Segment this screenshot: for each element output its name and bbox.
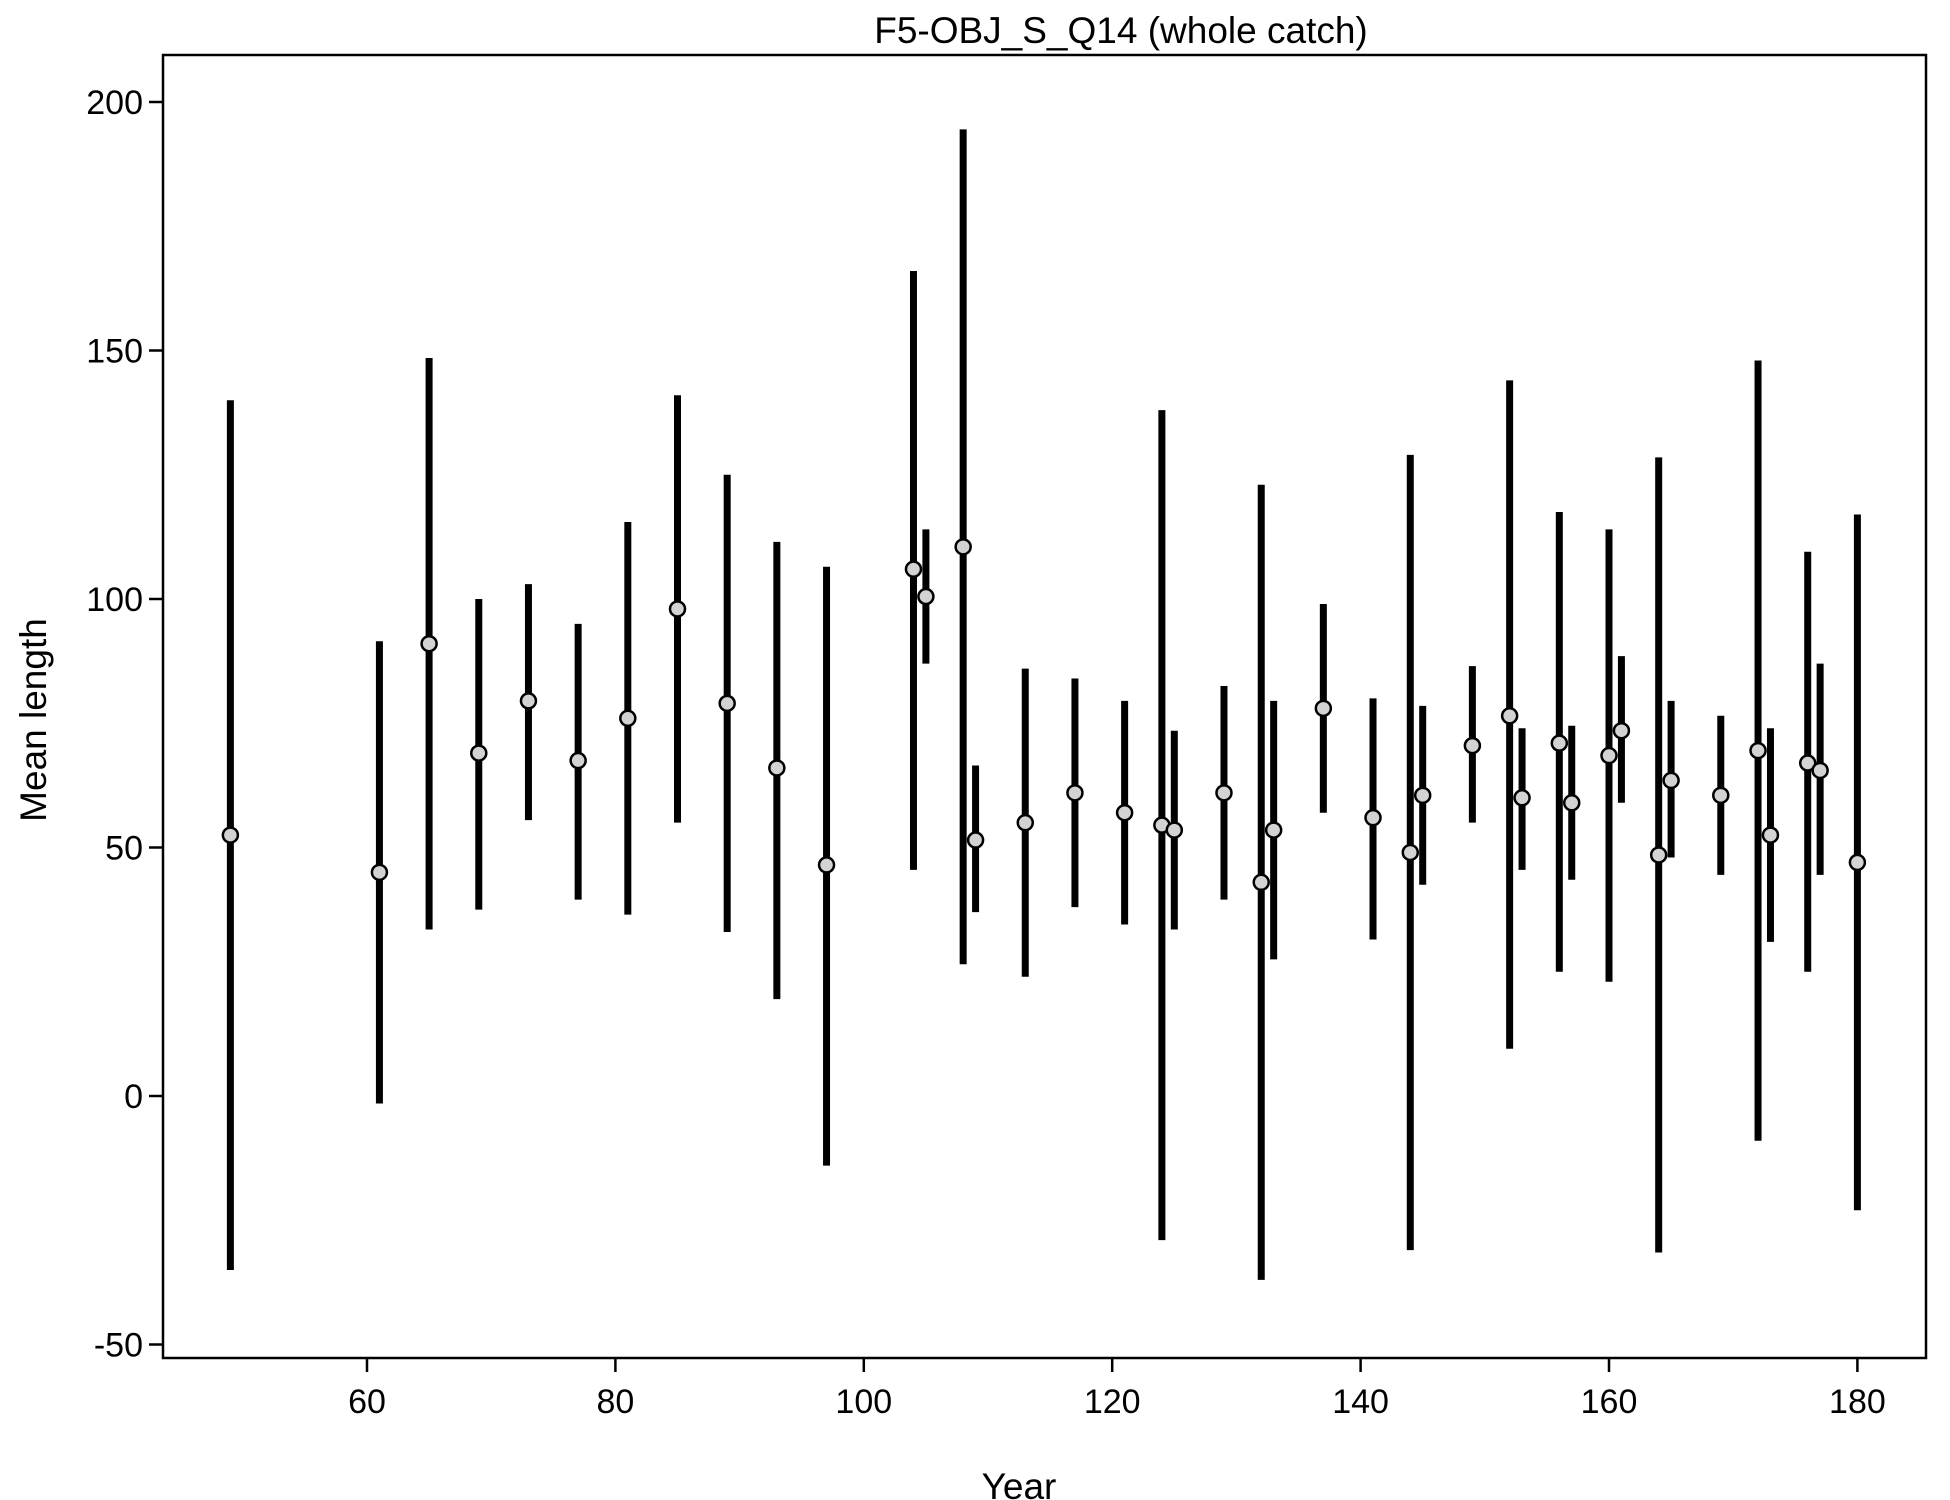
data-point <box>1463 736 1482 755</box>
data-point <box>1314 699 1333 718</box>
data-point <box>1413 786 1432 805</box>
x-axis-title: Year <box>982 1466 1057 1500</box>
data-point <box>1500 707 1519 725</box>
x-axis: 60 80 100 120 140 160 180 <box>348 1358 1886 1421</box>
data-point <box>1550 734 1569 752</box>
data-point <box>817 856 836 874</box>
data-point <box>519 692 538 710</box>
data-point <box>420 634 438 653</box>
data-point <box>1811 761 1829 780</box>
data-point <box>1115 803 1134 822</box>
plot-area-frame <box>161 53 1928 1360</box>
data-point <box>1662 771 1680 790</box>
data-point <box>1264 821 1283 839</box>
data-point <box>221 826 240 844</box>
y-tick-label: 100 <box>86 581 143 619</box>
data-point <box>1712 786 1730 805</box>
data-point <box>1600 746 1618 765</box>
data-point <box>1798 754 1817 772</box>
data-point <box>1749 741 1767 760</box>
x-tick-label: 60 <box>348 1383 386 1421</box>
y-tick-label: -50 <box>94 1327 143 1365</box>
x-tick-label: 140 <box>1332 1383 1389 1421</box>
data-point <box>1165 821 1184 839</box>
data-point <box>1848 853 1867 872</box>
data-point <box>370 863 389 882</box>
data-point <box>954 538 972 556</box>
x-tick-label: 120 <box>1084 1383 1141 1421</box>
y-tick-label: 200 <box>86 84 143 122</box>
y-tick-label: 150 <box>86 333 143 371</box>
y-axis: -50 0 50 100 150 200 <box>86 84 163 1365</box>
data-point <box>1649 846 1668 864</box>
data-point <box>619 709 637 728</box>
data-point <box>470 744 488 762</box>
x-tick-label: 180 <box>1829 1383 1886 1421</box>
y-tick-label: 50 <box>105 830 143 868</box>
y-tick-label: 0 <box>124 1078 143 1116</box>
data-point <box>569 751 587 770</box>
data-point <box>718 694 736 713</box>
y-axis-title: Mean length <box>13 618 54 822</box>
data-point <box>1016 813 1035 832</box>
data-point <box>1761 826 1780 844</box>
data-point <box>904 560 923 578</box>
x-tick-label: 100 <box>835 1383 892 1421</box>
data-point <box>768 759 786 777</box>
x-tick-label: 160 <box>1581 1383 1638 1421</box>
error-bars <box>226 129 1861 1280</box>
data-point <box>966 831 985 849</box>
data-point <box>917 587 935 606</box>
data-point <box>1215 784 1233 802</box>
data-point <box>1364 808 1382 827</box>
data-point <box>1612 721 1631 740</box>
x-tick-label: 80 <box>596 1383 634 1421</box>
data-point <box>1401 843 1420 862</box>
data-point <box>1562 794 1581 812</box>
data-point <box>1252 873 1270 892</box>
data-point <box>668 600 687 618</box>
data-point <box>1513 789 1531 807</box>
chart-title: F5-OBJ_S_Q14 (whole catch) <box>874 10 1368 51</box>
data-point <box>1066 784 1084 802</box>
data-points <box>221 538 1867 892</box>
